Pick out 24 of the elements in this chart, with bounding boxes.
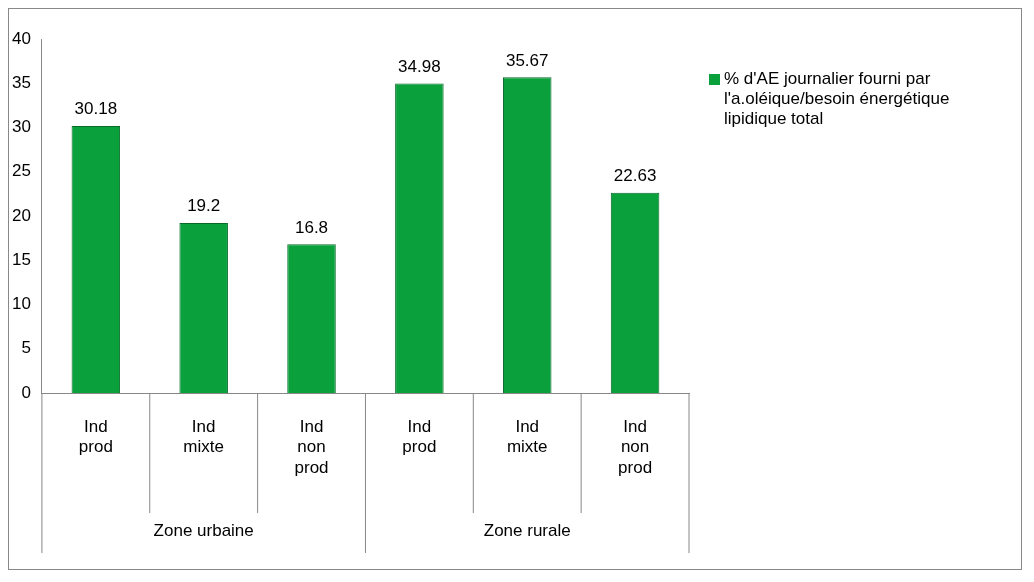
data-label: 16.8	[294, 217, 329, 237]
y-tick-label: 20	[11, 205, 31, 225]
x-tick-label: Ind prod	[78, 416, 113, 457]
data-label: 22.63	[613, 165, 657, 185]
legend-label: % d'AE journalier fourni par l'a.oléique/besoin énergétique lipidique total	[724, 69, 951, 129]
x-tick-label: Ind non prod	[294, 416, 329, 477]
text: Zone urbaine	[153, 520, 254, 540]
y-tick-label: 25	[11, 161, 31, 181]
data-label: 35.67	[505, 50, 549, 70]
y-tick-label: 5	[21, 338, 31, 358]
y-tick-label: 0	[21, 382, 31, 402]
x-tick-label: Ind non prod	[618, 416, 653, 477]
y-tick-label: 10	[11, 294, 31, 314]
data-label: 30.18	[74, 99, 118, 119]
x-tick-label: Ind mixte	[183, 416, 224, 457]
data-label: 19.2	[187, 196, 221, 216]
x-tick-label: Ind prod	[402, 416, 437, 457]
x-tick-label: Ind mixte	[506, 416, 548, 457]
data-label: 34.98	[398, 56, 441, 76]
text: Zone rurale	[483, 520, 571, 540]
y-tick-label: 30	[11, 117, 31, 137]
y-tick-label: 40	[11, 28, 31, 48]
y-tick-label: 15	[11, 249, 31, 269]
y-tick-label: 35	[11, 72, 31, 92]
